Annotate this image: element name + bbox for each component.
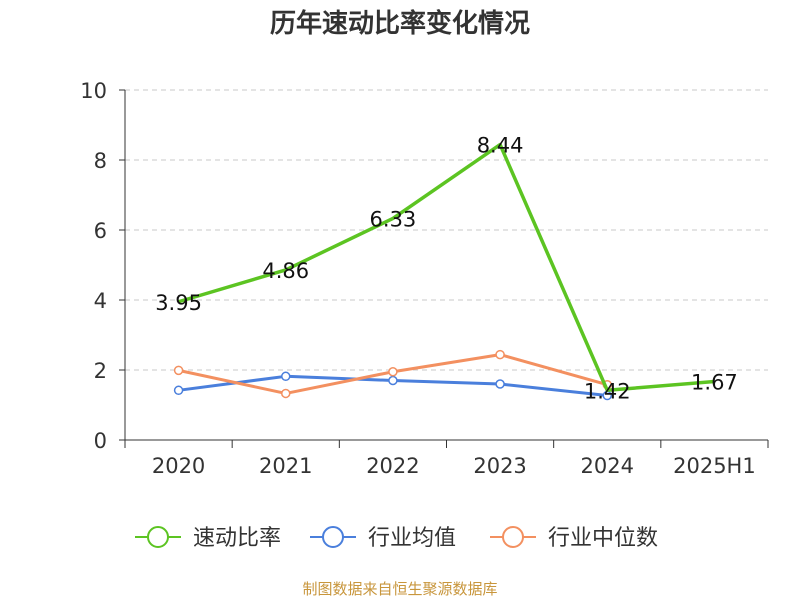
- x-tick-label: 2020: [152, 454, 205, 478]
- data-point: [173, 365, 184, 376]
- legend-marker: [147, 526, 169, 548]
- chart-title: 历年速动比率变化情况: [269, 9, 530, 39]
- x-tick-label: 2025H1: [673, 454, 756, 478]
- y-tick-label: 6: [94, 219, 107, 243]
- data-labels: 3.95 4.86 6.33 8.44 1.42 1.67: [155, 134, 738, 404]
- axes: 0 2 4 6 8 10 2020 2021 2022 2023 2024 2025H1: [80, 79, 769, 478]
- y-tick-label: 4: [94, 289, 107, 313]
- data-point: [388, 367, 398, 377]
- y-tick-label: 8: [94, 149, 107, 173]
- data-label: 8.44: [477, 134, 524, 158]
- data-point: [495, 349, 505, 360]
- x-tick-label: 2021: [259, 454, 312, 478]
- data-point: [173, 385, 184, 396]
- data-label: 1.42: [584, 379, 631, 403]
- legend-marker: [322, 526, 344, 548]
- x-tick-label: 2023: [473, 454, 526, 478]
- data-label: 1.67: [691, 371, 738, 395]
- data-label: 6.33: [370, 207, 417, 231]
- data-point: [388, 375, 398, 386]
- y-tick-label: 0: [94, 429, 107, 453]
- grid-lines: [125, 89, 768, 371]
- series-lines: [173, 142, 715, 401]
- data-point: [281, 371, 291, 382]
- series-line-0: [178, 142, 715, 393]
- legend-label: 速动比率: [193, 526, 281, 551]
- legend-label: 行业中位数: [548, 526, 658, 551]
- data-label: 3.95: [155, 291, 202, 315]
- data-point: [281, 388, 291, 399]
- y-tick-label: 2: [94, 359, 107, 383]
- x-tick-label: 2024: [581, 454, 634, 478]
- y-tick-label: 10: [80, 79, 107, 103]
- data-label: 4.86: [262, 259, 309, 283]
- legend-marker: [502, 526, 524, 548]
- source-note: 制图数据来自恒生聚源数据库: [302, 580, 498, 598]
- data-point: [495, 379, 505, 389]
- legend-label: 行业均值: [368, 526, 456, 551]
- x-tick-label: 2022: [366, 454, 419, 478]
- legend: 速动比率 行业均值 行业中位数: [135, 526, 658, 551]
